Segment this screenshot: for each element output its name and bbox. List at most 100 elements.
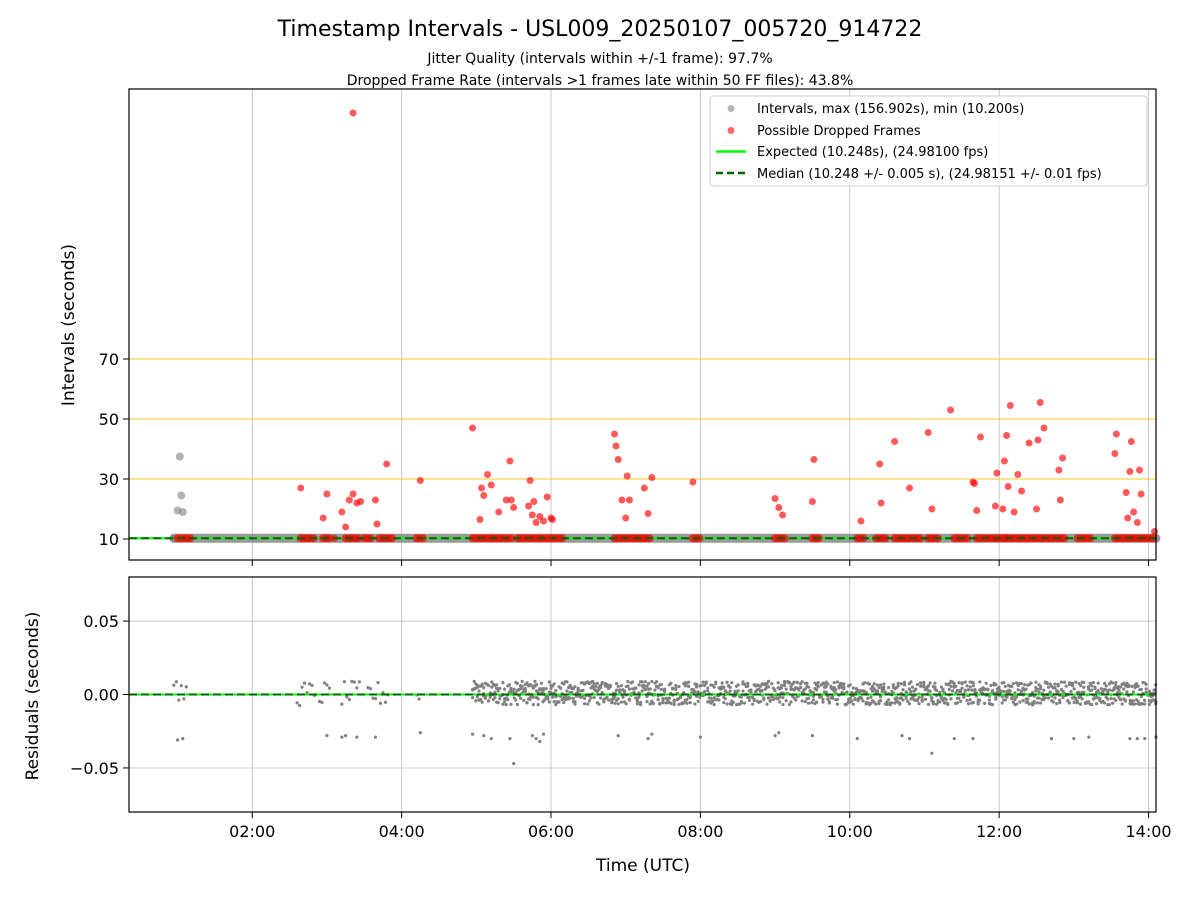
- dropped-point: [612, 442, 620, 450]
- residual-point: [533, 679, 537, 683]
- residual-point: [558, 694, 563, 699]
- residual-point: [1134, 682, 1139, 686]
- dropped-point: [357, 498, 365, 505]
- residual-point: [789, 700, 793, 704]
- residual-point: [1011, 700, 1015, 704]
- residual-point: [626, 684, 630, 688]
- residual-outlier: [1135, 736, 1139, 741]
- residual-point: [712, 685, 716, 689]
- residual-point: [592, 695, 596, 700]
- residual-point: [877, 702, 881, 706]
- residual-point: [501, 702, 505, 706]
- residual-point: [565, 689, 569, 693]
- residual-point: [300, 685, 304, 689]
- residual-point: [1144, 682, 1148, 687]
- residual-point: [595, 690, 599, 694]
- residual-point: [672, 698, 676, 702]
- residual-point: [787, 702, 791, 707]
- residual-point: [536, 703, 540, 707]
- residual-point: [174, 680, 178, 684]
- residual-point: [650, 679, 654, 684]
- dropped-point: [877, 499, 885, 507]
- residual-point: [1037, 690, 1041, 694]
- residual-point: [1139, 687, 1143, 692]
- dropped-point: [857, 517, 865, 525]
- residual-point: [949, 684, 953, 689]
- residual-point: [739, 695, 743, 699]
- residual-point: [989, 683, 993, 688]
- residual-point: [614, 688, 619, 692]
- residual-point: [682, 701, 686, 705]
- residual-point: [595, 681, 599, 685]
- dropped-point: [808, 498, 816, 505]
- residual-point: [642, 683, 646, 687]
- top-ytick-label: 30: [99, 470, 119, 489]
- dropped-point: [1018, 487, 1026, 495]
- residual-point: [995, 690, 999, 695]
- residual-point: [1104, 684, 1108, 688]
- residual-point: [1026, 697, 1030, 701]
- residual-point: [550, 695, 555, 699]
- residual-point: [523, 686, 527, 691]
- residual-point: [766, 685, 771, 689]
- residual-point: [1144, 687, 1148, 691]
- residual-outlier: [489, 736, 493, 741]
- residual-outlier: [650, 732, 654, 736]
- residual-point: [946, 702, 950, 706]
- residual-point: [696, 699, 700, 704]
- residual-point: [982, 687, 987, 691]
- dropped-point: [876, 460, 884, 468]
- residual-point: [1035, 701, 1039, 705]
- residual-point: [520, 684, 524, 688]
- residual-point: [1059, 680, 1063, 684]
- residual-point: [792, 680, 796, 684]
- residual-point: [586, 702, 590, 706]
- residual-point: [624, 702, 628, 706]
- residual-point: [1107, 703, 1111, 707]
- residual-point: [693, 689, 697, 694]
- residual-point: [1053, 696, 1057, 700]
- residual-point: [520, 679, 524, 683]
- residual-point: [562, 682, 566, 686]
- residual-outlier: [971, 736, 975, 741]
- residual-point: [1072, 687, 1076, 691]
- bottom-xtick-label: 14:00: [1125, 822, 1171, 841]
- residual-point: [688, 701, 692, 705]
- residual-point: [522, 698, 526, 702]
- dropped-point: [371, 496, 379, 504]
- residual-point: [957, 696, 961, 700]
- dropped-point: [610, 430, 618, 438]
- residual-point: [1114, 683, 1118, 688]
- residual-point: [480, 700, 484, 704]
- residual-point: [1122, 687, 1126, 691]
- residual-point: [1038, 687, 1043, 691]
- residual-point: [947, 682, 951, 686]
- residual-point: [840, 690, 844, 694]
- residual-point: [760, 688, 764, 693]
- top-ytick-label: 10: [99, 530, 119, 549]
- residual-point: [1032, 699, 1036, 704]
- dropped-point: [622, 514, 630, 522]
- residual-point: [797, 688, 801, 692]
- dropped-point: [1060, 534, 1069, 543]
- residual-point: [706, 686, 710, 690]
- dropped-point: [1032, 505, 1040, 513]
- residual-point: [669, 701, 673, 706]
- residual-point: [1037, 696, 1041, 700]
- residual-point: [958, 699, 963, 703]
- residual-point: [317, 699, 322, 704]
- residual-point: [498, 686, 502, 690]
- residual-point: [501, 680, 505, 685]
- residual-point: [859, 696, 863, 700]
- residual-point: [472, 679, 476, 683]
- residual-point: [987, 698, 991, 702]
- dropped-point: [502, 496, 510, 504]
- residual-point: [922, 680, 926, 684]
- residual-point: [640, 680, 644, 684]
- dropped-point: [548, 516, 556, 523]
- residual-point: [493, 690, 497, 694]
- dropped-point: [1126, 468, 1134, 475]
- residual-point: [939, 696, 943, 700]
- residual-point: [938, 700, 942, 704]
- residual-point: [658, 702, 662, 706]
